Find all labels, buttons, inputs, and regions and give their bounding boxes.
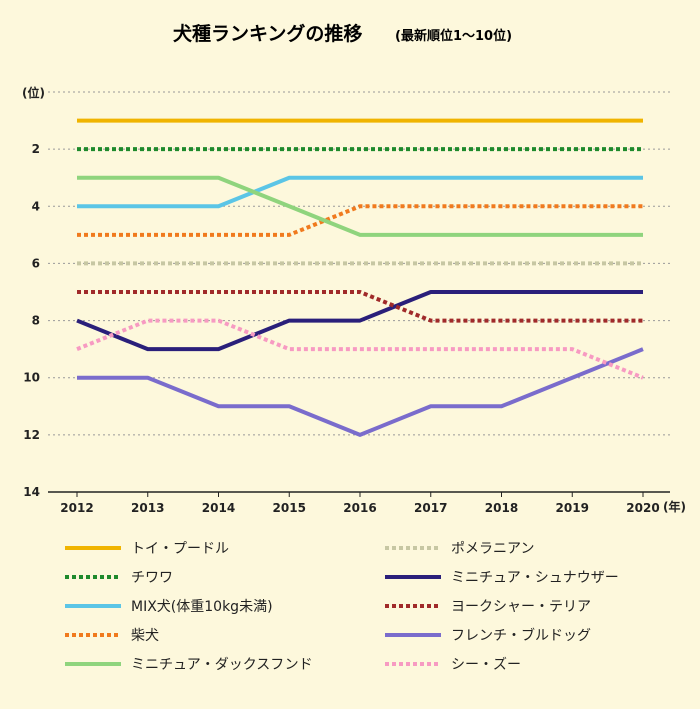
legend-label: 柴犬 xyxy=(131,628,159,644)
y-tick-label: 10 xyxy=(23,371,40,385)
x-tick-label: 2016 xyxy=(343,501,376,515)
x-tick-label: 2020 xyxy=(626,501,659,515)
series-line xyxy=(77,290,643,323)
legend-label: ミニチュア・ダックスフンド xyxy=(131,657,313,673)
series-line xyxy=(77,347,644,437)
series-lines xyxy=(76,118,644,437)
series-line xyxy=(76,290,643,352)
axes: 2012 2013 2014 2015 2016 2017 2018 2019 2020 2 4 6 8… xyxy=(23,142,670,515)
series-line xyxy=(76,318,644,380)
legend-label: ヨークシャー・テリア xyxy=(451,599,591,615)
y-tick-label: 2 xyxy=(32,142,40,156)
x-tick-label: 2013 xyxy=(131,501,164,515)
y-tick-label: 8 xyxy=(32,314,40,328)
y-tick-label: 12 xyxy=(23,428,40,442)
y-axis-unit: (位) xyxy=(22,85,45,100)
series-line xyxy=(77,175,643,237)
x-tick-label: 2017 xyxy=(414,501,447,515)
x-tick-label: 2015 xyxy=(273,501,306,515)
x-tick-label: 2019 xyxy=(556,501,589,515)
series-line xyxy=(77,204,643,237)
legend-label: ポメラニアン xyxy=(451,541,534,557)
legend-label: トイ・プードル xyxy=(131,541,229,557)
x-axis-unit: (年) xyxy=(663,499,686,514)
x-tick-label: 2018 xyxy=(485,501,518,515)
legend-label: チワワ xyxy=(131,570,173,586)
y-tick-label: 14 xyxy=(23,485,40,499)
y-tick-label: 4 xyxy=(32,199,40,213)
x-tick-label: 2014 xyxy=(202,501,235,515)
x-tick-label: 2012 xyxy=(60,501,93,515)
y-tick-label: 6 xyxy=(32,256,40,270)
legend-label: シー・ズー xyxy=(451,657,521,673)
legend-label: フレンチ・ブルドッグ xyxy=(451,627,591,644)
chart-subtitle: (最新順位1〜10位) xyxy=(395,28,512,44)
legend-label: MIX犬(体重10kg未満) xyxy=(131,599,273,615)
chart-title: 犬種ランキングの推移 xyxy=(173,22,362,45)
series-line xyxy=(77,175,643,209)
legend-label: ミニチュア・シュナウザー xyxy=(451,570,619,586)
